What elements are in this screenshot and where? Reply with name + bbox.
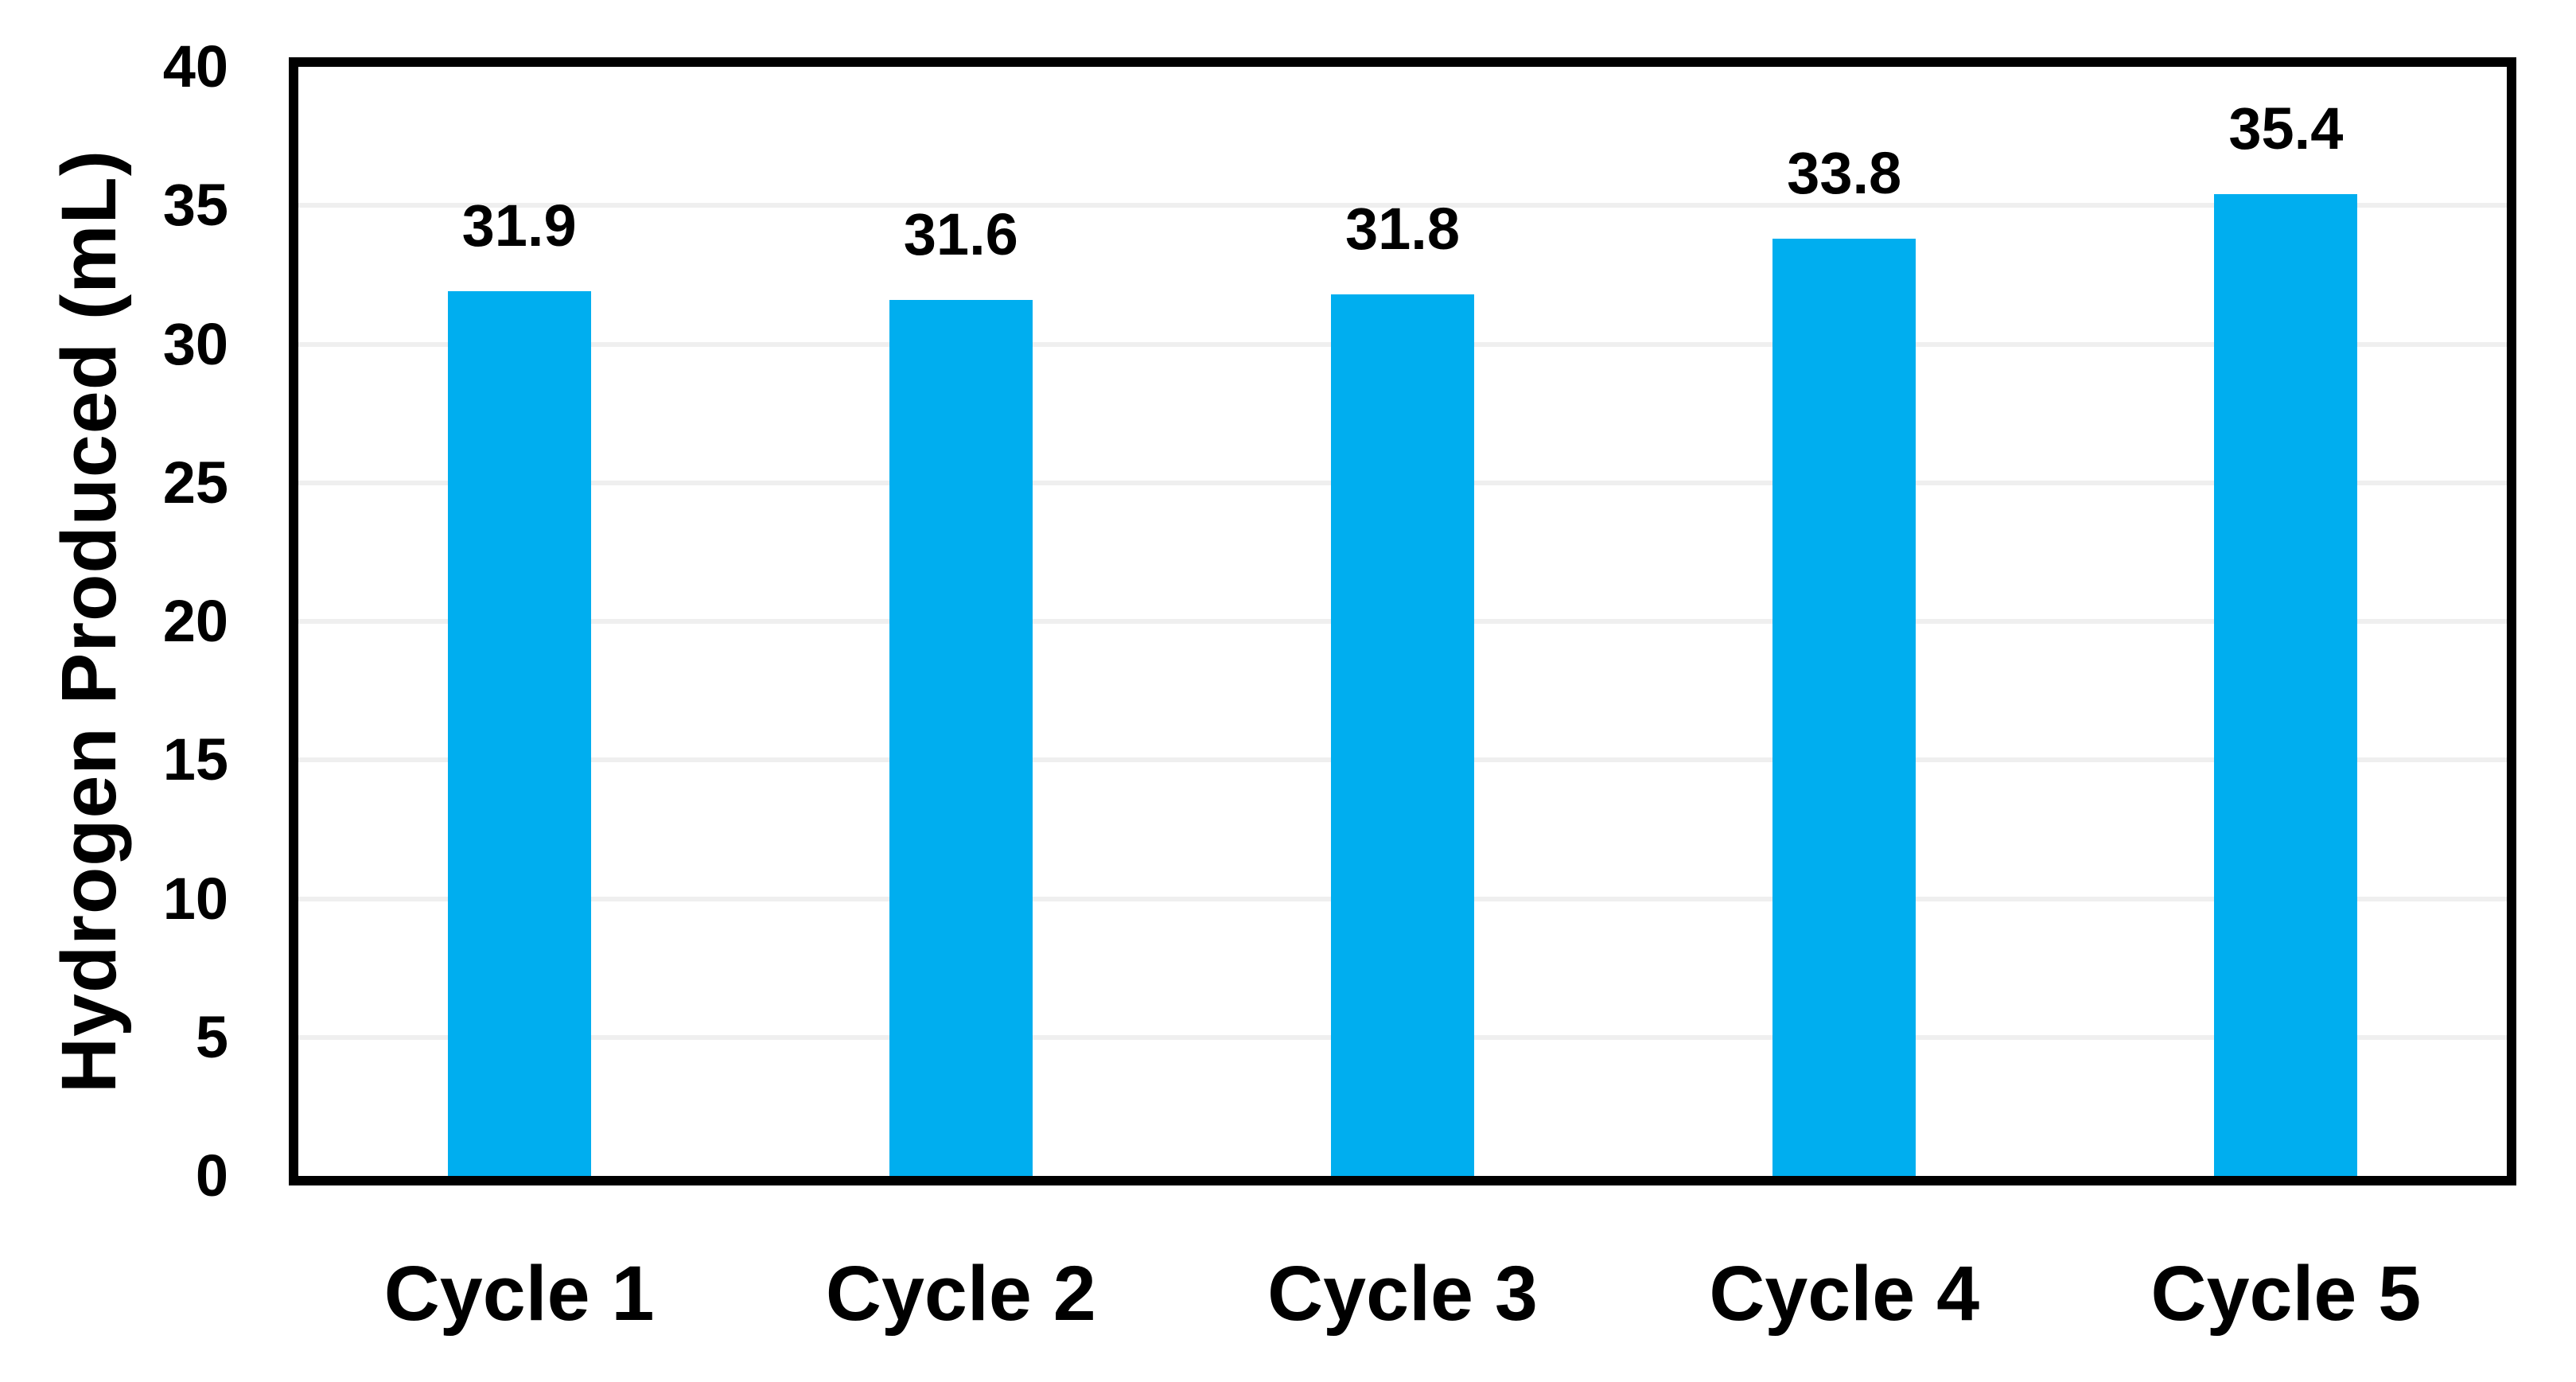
bar-cycle-5 — [2214, 194, 2358, 1176]
data-label-cycle-3: 31.8 — [1344, 195, 1461, 262]
category-label-cycle-1: Cycle 1 — [383, 1250, 655, 1337]
category-label-cycle-2: Cycle 2 — [825, 1250, 1096, 1337]
y-tick-label-35: 35 — [162, 172, 228, 239]
data-label-cycle-2: 31.6 — [903, 200, 1018, 267]
bar-cycle-1 — [447, 291, 591, 1176]
y-tick-label-15: 15 — [162, 726, 228, 793]
y-tick-label-20: 20 — [162, 588, 228, 654]
data-label-cycle-4: 33.8 — [1787, 140, 1902, 207]
y-axis-tick-labels: 0 5 10 15 20 25 30 35 40 — [0, 37, 228, 1205]
x-axis-category-labels: Cycle 1 Cycle 2 Cycle 3 Cycle 4 Cycle 5 — [298, 1255, 2507, 1366]
category-label-cycle-5: Cycle 5 — [2150, 1250, 2422, 1337]
category-label-cycle-3: Cycle 3 — [1267, 1250, 1538, 1337]
plot-area: 31.9 31.6 31.8 33.8 35.4 — [289, 57, 2516, 1185]
y-tick-label-10: 10 — [162, 865, 228, 932]
y-tick-label-40: 40 — [162, 33, 228, 99]
y-tick-label-30: 30 — [162, 310, 228, 377]
data-label-cycle-1: 31.9 — [461, 193, 577, 259]
bar-cycle-2 — [889, 299, 1033, 1176]
bar-cycle-4 — [1772, 239, 1916, 1176]
gridline-y-35 — [298, 203, 2507, 208]
data-label-cycle-5: 35.4 — [2228, 95, 2344, 162]
y-tick-label-5: 5 — [195, 1003, 228, 1070]
y-tick-label-25: 25 — [162, 449, 228, 516]
y-tick-label-0: 0 — [195, 1143, 228, 1209]
bar-cycle-3 — [1331, 294, 1474, 1176]
category-label-cycle-4: Cycle 4 — [1709, 1250, 1980, 1337]
